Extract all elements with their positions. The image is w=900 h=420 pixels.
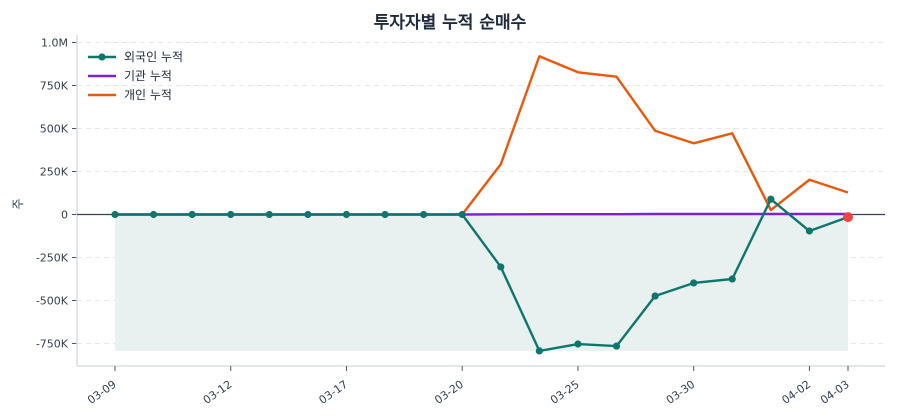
data-point-marker [574,340,582,348]
chart-title: 투자자별 누적 순매수 [373,13,527,33]
x-tick-label: 03-20 [432,378,466,407]
x-tick-label: 03-12 [201,378,235,407]
y-tick-label: 500K [40,123,69,136]
last-point-marker [843,212,853,223]
data-point-marker [381,210,389,219]
data-point-marker [612,342,621,350]
y-tick-label: 750K [40,80,69,93]
y-tick-label: 0 [61,209,68,222]
data-point-marker [420,210,428,219]
data-point-marker [805,227,814,235]
data-point-marker [188,210,196,219]
x-tick-label: 04-03 [818,378,852,407]
x-tick-label: 04-02 [779,378,813,407]
y-tick-label: -750K [36,338,69,351]
data-point-marker [690,279,698,287]
y-tick-label: 1.0M [41,37,68,50]
legend-label: 개인 누적 [124,88,172,102]
data-point-marker [111,210,119,219]
legend-label: 기관 누적 [124,69,172,83]
data-point-marker [458,210,466,219]
y-tick-label: 250K [40,166,69,179]
data-point-marker [767,195,775,203]
x-tick-label: 03-30 [664,378,698,407]
data-point-marker [149,210,158,219]
y-tick-label: -250K [36,252,69,265]
legend-label: 외국인 누적 [124,50,183,64]
data-point-marker [497,263,505,271]
x-tick-label: 03-17 [317,378,351,407]
data-point-marker [535,347,543,355]
y-tick-label: -500K [36,295,69,308]
series-line-2 [461,55,849,216]
data-point-marker [342,210,351,219]
y-axis-label: 주 [11,198,25,209]
x-tick-label: 03-25 [548,378,582,407]
data-point-marker [304,210,312,219]
series-line-0 [115,197,849,353]
foreign-fill-area [115,214,848,351]
data-point-marker [728,275,736,283]
x-tick-label: 03-09 [85,378,119,407]
data-point-marker [227,210,235,219]
legend-marker [98,53,106,61]
data-point-marker [651,292,659,300]
data-point-marker [265,210,273,219]
